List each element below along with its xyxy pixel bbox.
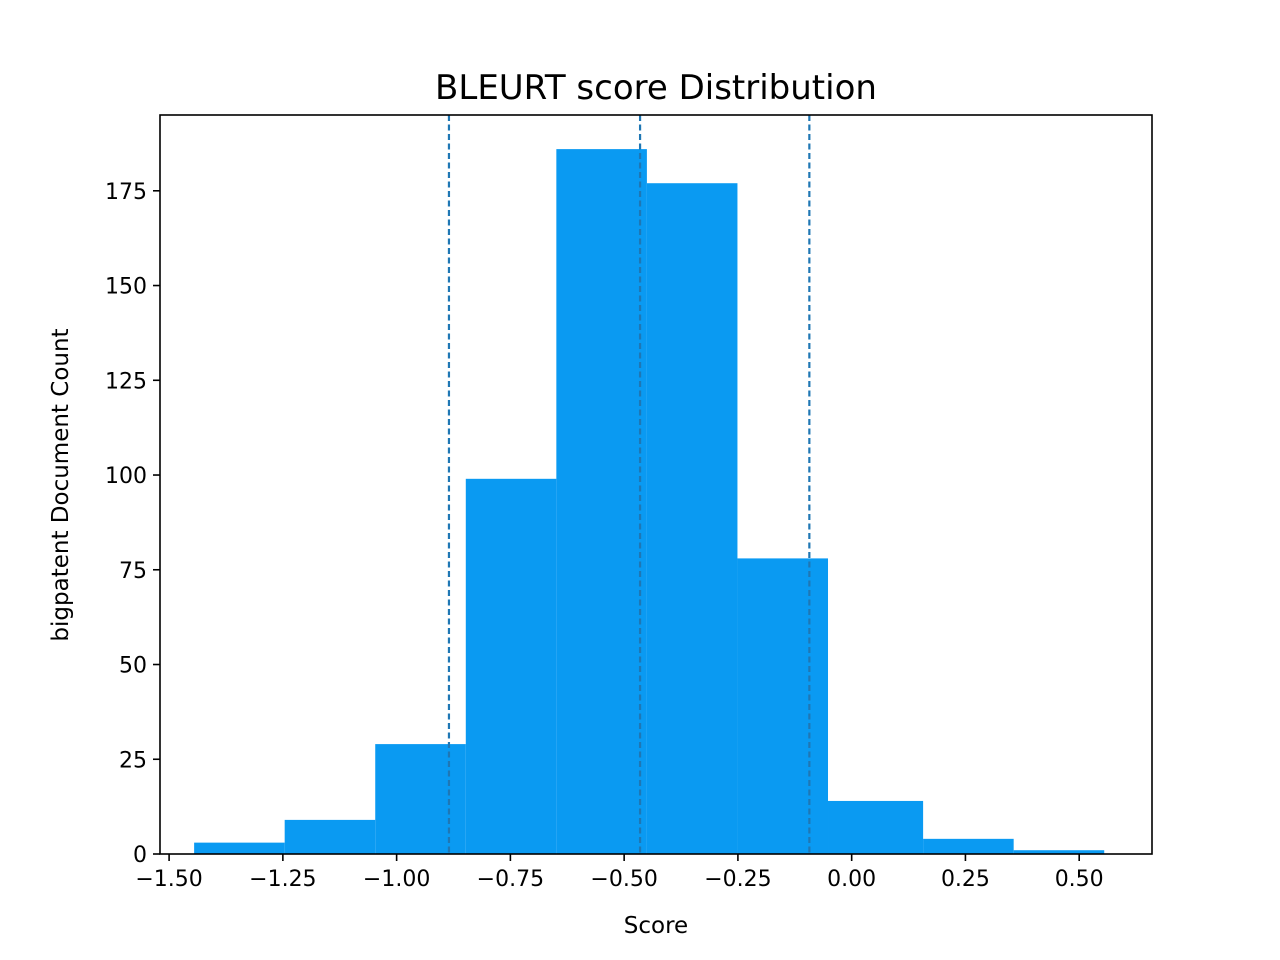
chart-title: BLEURT score Distribution — [435, 68, 877, 108]
x-tick-label: −1.25 — [249, 867, 316, 892]
histogram-bar — [828, 801, 923, 854]
y-tick-label: 0 — [133, 843, 147, 868]
y-tick-label: 175 — [105, 180, 147, 205]
y-tick-label: 25 — [119, 748, 147, 773]
histogram-bar — [556, 149, 647, 854]
x-tick-label: −1.50 — [135, 867, 202, 892]
y-tick-label: 150 — [105, 275, 147, 300]
x-tick-label: 0.25 — [941, 867, 990, 892]
x-tick-label: −0.75 — [477, 867, 544, 892]
histogram-bar — [375, 744, 466, 854]
histogram-bar — [194, 843, 285, 854]
histogram-bar — [647, 183, 738, 854]
histogram-bar — [737, 558, 828, 854]
histogram-bar — [923, 839, 1014, 854]
histogram-bar — [466, 479, 557, 854]
y-tick-label: 50 — [119, 654, 147, 679]
y-tick-label: 125 — [105, 369, 147, 394]
x-axis-label: Score — [624, 913, 688, 939]
x-tick-label: −0.25 — [704, 867, 771, 892]
x-tick-label: −1.00 — [363, 867, 430, 892]
y-axis-label: bigpatent Document Count — [48, 328, 74, 641]
x-tick-label: 0.50 — [1055, 867, 1104, 892]
y-tick-label: 100 — [105, 464, 147, 489]
histogram-bar — [285, 820, 376, 854]
y-tick-label: 75 — [119, 559, 147, 584]
x-tick-label: −0.50 — [590, 867, 657, 892]
x-tick-label: 0.00 — [827, 867, 876, 892]
